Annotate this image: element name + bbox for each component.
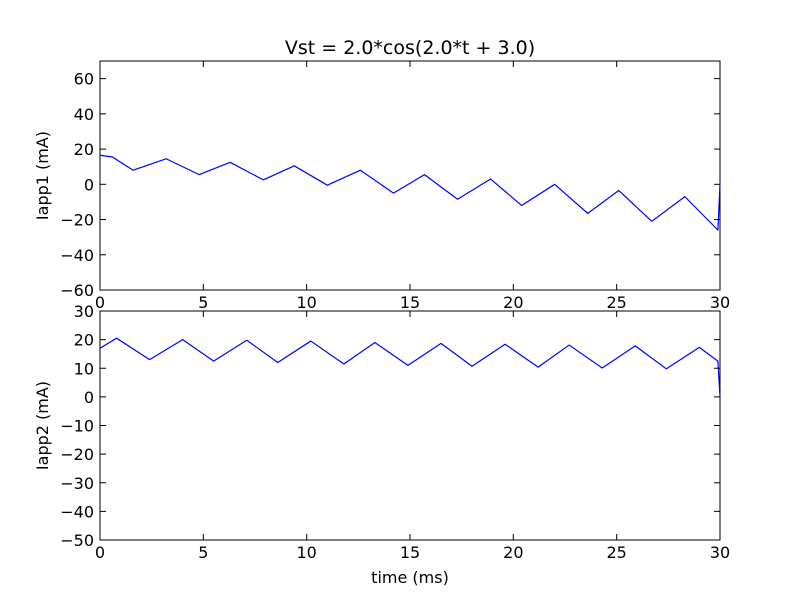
y-tick-label: 20 xyxy=(74,140,94,159)
y-tick-label: 0 xyxy=(84,175,94,194)
y-tick-label: −60 xyxy=(60,281,94,300)
x-tick-label: 20 xyxy=(503,543,523,562)
x-tick-label: 0 xyxy=(95,543,105,562)
y-axis-label: Iapp2 (mA) xyxy=(33,381,52,470)
x-tick-label: 5 xyxy=(198,543,208,562)
x-tick-label: 10 xyxy=(296,543,316,562)
y-tick-label: −40 xyxy=(60,246,94,265)
plot-frame-1 xyxy=(99,60,721,291)
y-tick-label: −40 xyxy=(60,502,94,521)
y-tick-label: −30 xyxy=(60,474,94,493)
y-tick-label: −20 xyxy=(60,445,94,464)
y-tick-label: 60 xyxy=(74,70,94,89)
y-tick-label: 20 xyxy=(74,331,94,350)
x-tick-label: 15 xyxy=(400,543,420,562)
y-tick-label: −50 xyxy=(60,531,94,550)
series-line-1 xyxy=(99,154,721,231)
y-axis-label: Iapp1 (mA) xyxy=(33,131,52,220)
chart-title: Vst = 2.0*cos(2.0*t + 3.0) xyxy=(285,37,535,59)
x-tick-label: 0 xyxy=(95,293,105,312)
x-tick-label: 5 xyxy=(198,293,208,312)
x-tick-label: 25 xyxy=(606,543,626,562)
y-tick-label: 40 xyxy=(74,105,94,124)
x-tick-label: 30 xyxy=(710,293,730,312)
x-tick-label: 20 xyxy=(503,293,523,312)
y-tick-label: 10 xyxy=(74,359,94,378)
x-tick-label: 25 xyxy=(606,293,626,312)
y-tick-label: −20 xyxy=(60,211,94,230)
series-line-2 xyxy=(99,337,721,397)
x-tick-label: 15 xyxy=(400,293,420,312)
y-tick-label: 0 xyxy=(84,388,94,407)
x-tick-label: 10 xyxy=(296,293,316,312)
x-tick-label: 30 xyxy=(710,543,730,562)
x-axis-label: time (ms) xyxy=(371,568,449,587)
y-tick-label: −10 xyxy=(60,417,94,436)
y-tick-label: 30 xyxy=(74,302,94,321)
plot-frame-2 xyxy=(99,310,721,541)
